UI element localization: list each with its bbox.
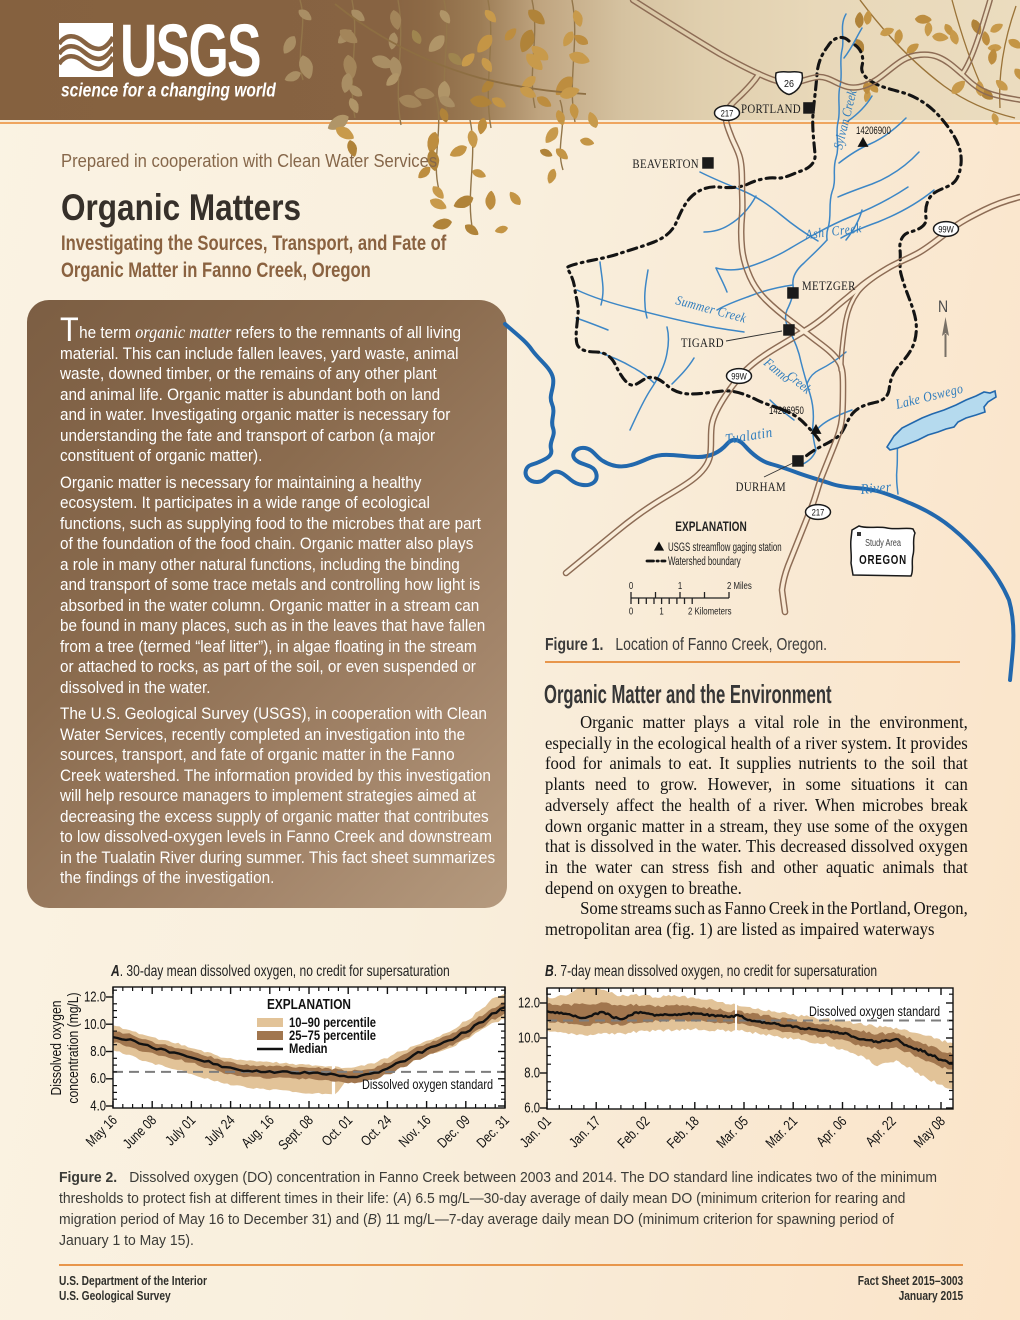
svg-text:26: 26 <box>784 78 794 90</box>
svg-text:Study Area: Study Area <box>865 537 901 548</box>
svg-text:Nov. 16: Nov. 16 <box>395 1112 434 1151</box>
svg-text:BEAVERTON: BEAVERTON <box>632 156 699 171</box>
svg-text:science for a changing world: science for a changing world <box>61 79 277 101</box>
svg-text:Feb. 18: Feb. 18 <box>663 1113 702 1152</box>
svg-text:2 Miles: 2 Miles <box>727 580 752 591</box>
svg-text:10.0: 10.0 <box>84 1015 106 1032</box>
svg-text:0: 0 <box>629 606 633 617</box>
svg-text:10.0: 10.0 <box>518 1029 540 1046</box>
svg-text:99W: 99W <box>938 224 954 235</box>
svg-text:Jan. 17: Jan. 17 <box>566 1113 604 1151</box>
svg-text:Jan. 01: Jan. 01 <box>516 1113 554 1151</box>
svg-text:PORTLAND: PORTLAND <box>741 101 801 116</box>
svg-text:Median: Median <box>289 1041 328 1056</box>
svg-text:Dec. 09: Dec. 09 <box>434 1112 473 1151</box>
svg-text:June 08: June 08 <box>119 1112 159 1152</box>
svg-text:A. 30-day mean dissolved oxyge: A. 30-day mean dissolved oxygen, no cred… <box>110 963 450 980</box>
svg-text:8.0: 8.0 <box>524 1064 540 1081</box>
svg-text:July 01: July 01 <box>162 1112 199 1149</box>
svg-text:2 Kilometers: 2 Kilometers <box>688 606 732 617</box>
svg-text:25–75 percentile: 25–75 percentile <box>289 1028 376 1043</box>
svg-text:Aug. 16: Aug. 16 <box>238 1112 277 1151</box>
svg-text:EXPLANATION: EXPLANATION <box>675 518 746 534</box>
svg-text:8.0: 8.0 <box>90 1043 106 1060</box>
svg-text:B. 7-day mean dissolved oxygen: B. 7-day mean dissolved oxygen, no credi… <box>545 963 877 980</box>
svg-text:6.0: 6.0 <box>524 1099 540 1116</box>
svg-text:0: 0 <box>629 580 633 591</box>
svg-text:DURHAM: DURHAM <box>736 479 786 494</box>
svg-text:EXPLANATION: EXPLANATION <box>267 996 351 1013</box>
svg-text:Dec. 31: Dec. 31 <box>473 1112 512 1151</box>
svg-text:May 16: May 16 <box>82 1112 120 1150</box>
svg-text:Watershed boundary: Watershed boundary <box>668 555 741 568</box>
svg-text:1: 1 <box>659 606 663 617</box>
svg-text:Mar. 21: Mar. 21 <box>762 1113 800 1151</box>
svg-text:OREGON: OREGON <box>859 554 907 568</box>
svg-text:Feb. 02: Feb. 02 <box>614 1113 653 1152</box>
svg-text:6.0: 6.0 <box>90 1070 106 1087</box>
svg-text:Tualatin: Tualatin <box>724 424 774 447</box>
svg-text:Dissolved oxygen standard: Dissolved oxygen standard <box>362 1077 493 1093</box>
svg-text:12.0: 12.0 <box>518 994 540 1011</box>
svg-text:Dissolved oxygen standard: Dissolved oxygen standard <box>809 1004 940 1020</box>
svg-text:Sept. 08: Sept. 08 <box>275 1112 317 1154</box>
svg-text:Apr. 22: Apr. 22 <box>862 1113 899 1150</box>
svg-text:METZGER: METZGER <box>802 278 856 293</box>
svg-text:TIGARD: TIGARD <box>681 335 724 350</box>
svg-text:Dissolved oxygen: Dissolved oxygen <box>48 1001 64 1096</box>
svg-text:Mar. 05: Mar. 05 <box>713 1113 751 1151</box>
svg-text:Sylvan Creek: Sylvan Creek <box>830 88 859 151</box>
svg-text:4.0: 4.0 <box>90 1097 106 1114</box>
svg-text:Apr. 06: Apr. 06 <box>813 1113 850 1150</box>
svg-text:July 24: July 24 <box>201 1112 238 1149</box>
svg-text:99W: 99W <box>731 371 747 382</box>
svg-text:River: River <box>859 479 892 497</box>
svg-text:14206900: 14206900 <box>856 125 891 138</box>
svg-text:217: 217 <box>721 108 734 119</box>
svg-text:10–90 percentile: 10–90 percentile <box>289 1015 376 1030</box>
svg-text:concentration (mg/L): concentration (mg/L) <box>65 992 81 1103</box>
svg-text:USGS streamflow gaging station: USGS streamflow gaging station <box>668 541 782 554</box>
svg-text:1: 1 <box>678 580 682 591</box>
svg-text:14206950: 14206950 <box>769 405 804 418</box>
svg-text:217: 217 <box>812 507 825 518</box>
svg-text:Oct. 01: Oct. 01 <box>318 1112 356 1150</box>
svg-text:12.0: 12.0 <box>84 988 106 1005</box>
svg-text:USGS: USGS <box>120 20 260 92</box>
svg-text:Ash Creek: Ash Creek <box>804 220 863 242</box>
svg-text:May 08: May 08 <box>910 1113 948 1151</box>
svg-text:Oct. 24: Oct. 24 <box>357 1112 395 1150</box>
svg-text:N: N <box>938 298 948 316</box>
